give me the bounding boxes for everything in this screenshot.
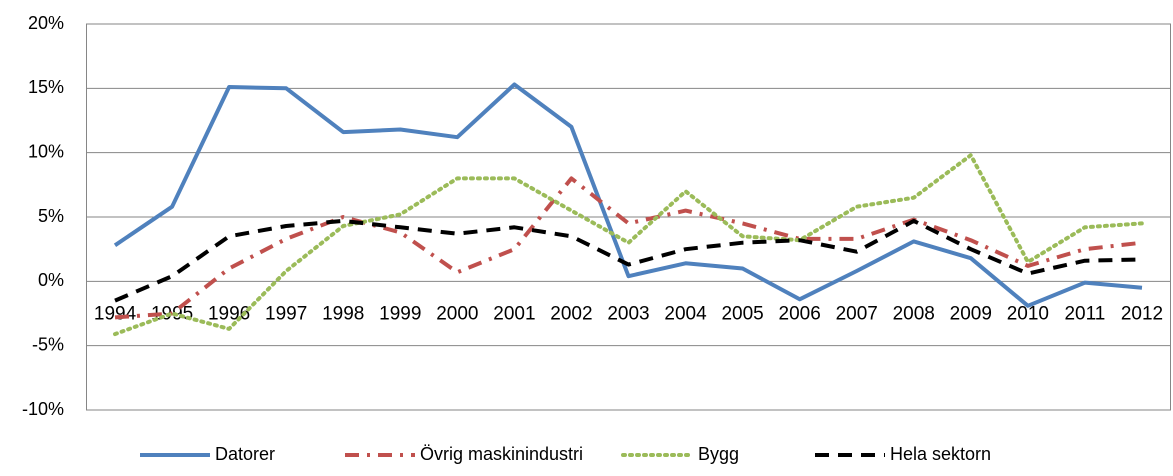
x-tick-label: 1999: [379, 303, 421, 324]
y-tick-label: -10%: [22, 399, 64, 419]
legend-label: Datorer: [215, 444, 275, 464]
legend-label: Övrig maskinindustri: [420, 444, 583, 464]
x-tick-label: 2000: [436, 303, 478, 324]
x-tick-label: 2006: [779, 303, 821, 324]
y-tick-label: 10%: [28, 141, 64, 161]
x-tick-label: 2005: [721, 303, 763, 324]
x-tick-label: 1997: [265, 303, 307, 324]
series-line: [114, 218, 1143, 303]
series-line: [113, 153, 1144, 337]
x-tick-label: 2002: [550, 303, 592, 324]
x-tick-label: 1994: [94, 303, 137, 324]
y-tick-label: 20%: [28, 13, 64, 33]
x-tick-label: 1998: [322, 303, 364, 324]
x-tick-label: 2011: [1064, 303, 1105, 324]
x-tick-label: 2007: [836, 303, 878, 324]
x-tick-label: 2010: [1007, 303, 1049, 324]
y-tick-label: 15%: [28, 77, 64, 97]
y-tick-label: 5%: [38, 206, 64, 226]
x-tick-label: 2008: [893, 303, 935, 324]
legend-label: Hela sektorn: [890, 444, 991, 464]
x-tick-label: 2001: [493, 303, 535, 324]
x-tick-label: 2003: [607, 303, 649, 324]
x-tick-label: 2009: [950, 303, 992, 324]
y-tick-label: -5%: [32, 334, 64, 354]
y-tick-label: 0%: [38, 270, 64, 290]
x-tick-label: 2012: [1121, 303, 1163, 324]
series-line: [114, 176, 1143, 320]
x-tick-label: 2004: [664, 303, 707, 324]
series-line: [113, 82, 1143, 308]
legend-label: Bygg: [698, 444, 739, 464]
